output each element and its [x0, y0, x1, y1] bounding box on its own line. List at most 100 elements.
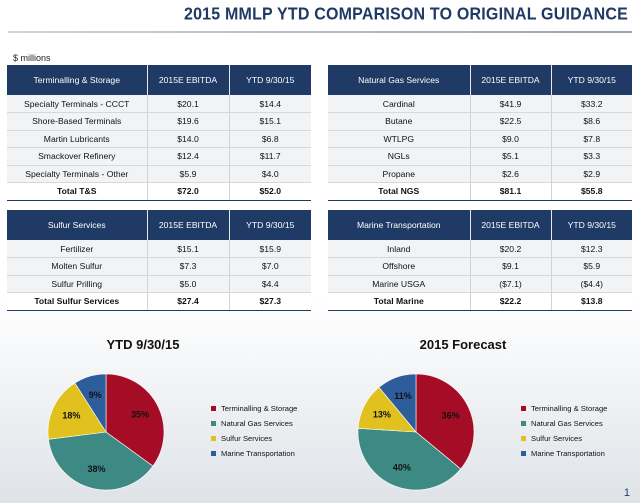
pie-data-label: 11% [394, 391, 412, 401]
legend-label: Terminalling & Storage [531, 404, 608, 413]
table-row: WTLPG $9.0 $7.8 [328, 130, 632, 148]
pie-data-label: 9% [89, 390, 102, 400]
table-row: Marine USGA ($7.1) ($4.4) [328, 275, 632, 293]
column-header: 2015E EBITDA [470, 65, 552, 95]
legend-item: Terminalling & Storage [521, 401, 607, 416]
table-cell: $33.2 [551, 95, 632, 113]
table-row: Shore-Based Terminals $19.6 $15.1 [7, 112, 311, 131]
table-cell: Molten Sulfur [7, 257, 148, 276]
table-cell: $20.2 [470, 240, 552, 258]
total-cell: $13.8 [551, 292, 632, 311]
marine-table: Marine Transportation 2015E EBITDA YTD 9… [328, 210, 632, 311]
forecast-legend: Terminalling & Storage Natural Gas Servi… [521, 401, 607, 461]
table-cell: $3.3 [551, 147, 632, 166]
legend-item: Marine Transportation [521, 446, 607, 461]
total-row: Total Sulfur Services $27.4 $27.3 [7, 292, 311, 311]
ytd-chart-title: YTD 9/30/15 [106, 337, 180, 352]
legend-swatch [521, 451, 526, 456]
legend-label: Natural Gas Services [221, 419, 293, 428]
table-cell: $2.9 [551, 165, 632, 183]
total-cell: $27.3 [229, 292, 311, 311]
column-header: Terminalling & Storage [7, 65, 148, 95]
pie-slice [357, 428, 462, 491]
table-cell: Martin Lubricants [7, 130, 148, 148]
table-cell: $7.0 [229, 257, 311, 276]
total-cell: Total NGS [328, 182, 471, 201]
legend-swatch [211, 421, 216, 426]
page-number: 1 [623, 487, 630, 499]
ytd-legend: Terminalling & Storage Natural Gas Servi… [211, 401, 297, 461]
title-divider [8, 31, 632, 33]
legend-item: Terminalling & Storage [211, 401, 297, 416]
table-cell: Propane [328, 165, 471, 183]
table-cell: $15.1 [229, 112, 311, 131]
table-cell: $4.0 [229, 165, 311, 183]
legend-label: Sulfur Services [531, 434, 583, 443]
table-header-row: Natural Gas Services 2015E EBITDA YTD 9/… [328, 65, 632, 95]
legend-item: Natural Gas Services [211, 416, 297, 431]
legend-label: Marine Transportation [531, 449, 605, 458]
column-header: Marine Transportation [328, 210, 471, 240]
table-cell: $14.0 [147, 130, 230, 148]
table-cell: Sulfur Prilling [7, 275, 148, 293]
table-cell: $2.6 [470, 165, 552, 183]
pie-slice [74, 373, 107, 434]
pie-data-label: 13% [373, 410, 391, 420]
total-cell: $27.4 [147, 292, 230, 311]
table-cell: $8.6 [551, 112, 632, 131]
pie-slice [48, 431, 154, 491]
table-row: Specialty Terminals - Other $5.9 $4.0 [7, 165, 311, 183]
table-cell: $9.1 [470, 257, 552, 276]
page-title: 2015 MMLP YTD COMPARISON TO ORIGINAL GUI… [183, 5, 628, 24]
total-cell: Total Marine [328, 292, 471, 311]
pie-slice [47, 382, 107, 440]
table-header-row: Marine Transportation 2015E EBITDA YTD 9… [328, 210, 632, 240]
natural-gas-table: Natural Gas Services 2015E EBITDA YTD 9/… [328, 65, 632, 201]
column-header: Natural Gas Services [328, 65, 471, 95]
table-cell: ($4.4) [551, 275, 632, 293]
legend-swatch [521, 436, 526, 441]
column-header: YTD 9/30/15 [229, 210, 311, 240]
pie-data-label: 38% [87, 464, 105, 474]
legend-item: Marine Transportation [211, 446, 297, 461]
table-cell: $5.9 [147, 165, 230, 183]
total-cell: $52.0 [229, 182, 311, 201]
table-cell: $7.8 [551, 130, 632, 148]
column-header: Sulfur Services [7, 210, 148, 240]
ytd-pie-chart: 35% 38% 18% 9% [47, 373, 165, 491]
column-header: YTD 9/30/15 [551, 210, 632, 240]
legend-item: Sulfur Services [521, 431, 607, 446]
table-cell: WTLPG [328, 130, 471, 148]
table-row: NGLs $5.1 $3.3 [328, 147, 632, 166]
table-row: Butane $22.5 $8.6 [328, 112, 632, 131]
table-cell: $11.7 [229, 147, 311, 166]
table-row: Inland $20.2 $12.3 [328, 240, 632, 258]
column-header: 2015E EBITDA [470, 210, 552, 240]
column-header: YTD 9/30/15 [551, 65, 632, 95]
total-row: Total NGS $81.1 $55.8 [328, 182, 632, 201]
pie-slice [105, 373, 165, 467]
table-header-row: Terminalling & Storage 2015E EBITDA YTD … [7, 65, 311, 95]
legend-swatch [521, 421, 526, 426]
sulfur-table: Sulfur Services 2015E EBITDA YTD 9/30/15… [7, 210, 311, 311]
pie-data-label: 36% [442, 411, 460, 421]
total-cell: $22.2 [470, 292, 552, 311]
table-row: Smackover Refinery $12.4 $11.7 [7, 147, 311, 166]
table-cell: Specialty Terminals - CCCT [7, 95, 148, 113]
table-cell: $20.1 [147, 95, 230, 113]
legend-label: Marine Transportation [221, 449, 295, 458]
legend-item: Natural Gas Services [521, 416, 607, 431]
pie-data-label: 40% [393, 463, 411, 473]
total-cell: $81.1 [470, 182, 552, 201]
table-cell: $15.1 [147, 240, 230, 258]
total-row: Total T&S $72.0 $52.0 [7, 182, 311, 201]
table-cell: $4.4 [229, 275, 311, 293]
legend-label: Terminalling & Storage [221, 404, 298, 413]
table-cell: $6.8 [229, 130, 311, 148]
terminalling-table: Terminalling & Storage 2015E EBITDA YTD … [7, 65, 311, 201]
pie-slice [378, 373, 417, 433]
table-cell: Specialty Terminals - Other [7, 165, 148, 183]
total-cell: $55.8 [551, 182, 632, 201]
table-cell: $15.9 [229, 240, 311, 258]
legend-swatch [211, 436, 216, 441]
